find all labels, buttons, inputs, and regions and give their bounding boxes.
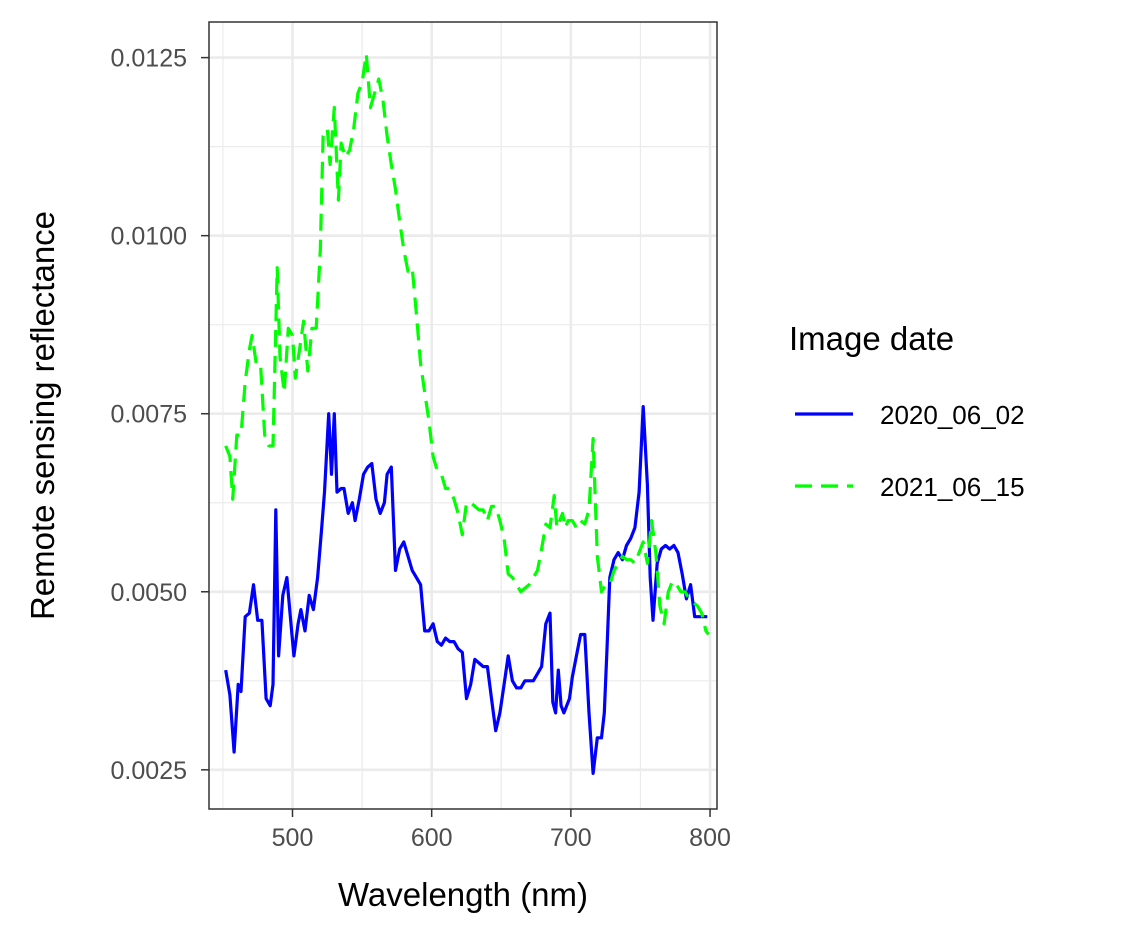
y-axis-title: Remote sensing reflectance — [24, 211, 61, 620]
series-layer — [224, 52, 710, 776]
x-tick-label: 700 — [550, 824, 592, 852]
legend-label-0: 2020_06_02 — [880, 400, 1025, 430]
panel-border — [208, 21, 718, 810]
grid-major — [209, 22, 717, 809]
series-line-0 — [224, 405, 708, 776]
y-tick-label: 0.0025 — [111, 757, 187, 785]
x-tick-labels: 500 600 700 800 — [272, 824, 731, 852]
y-tick-label: 0.0075 — [111, 401, 187, 429]
x-axis-title: Wavelength (nm) — [338, 876, 588, 913]
y-tick-label: 0.0100 — [111, 223, 187, 251]
x-tick-label: 800 — [689, 824, 731, 852]
axis-ticks — [201, 56, 711, 817]
legend: Image date 2020_06_02 2021_06_15 — [789, 320, 1025, 502]
y-tick-label: 0.0050 — [111, 579, 187, 607]
x-tick-label: 500 — [272, 824, 314, 852]
legend-title: Image date — [789, 320, 954, 357]
legend-items: 2020_06_02 2021_06_15 — [795, 400, 1025, 502]
y-tick-label: 0.0125 — [111, 45, 187, 73]
y-tick-labels: 0.0025 0.0050 0.0075 0.0100 0.0125 — [111, 45, 187, 785]
legend-label-1: 2021_06_15 — [880, 472, 1025, 502]
series-line-1 — [224, 52, 710, 636]
x-tick-label: 600 — [411, 824, 453, 852]
